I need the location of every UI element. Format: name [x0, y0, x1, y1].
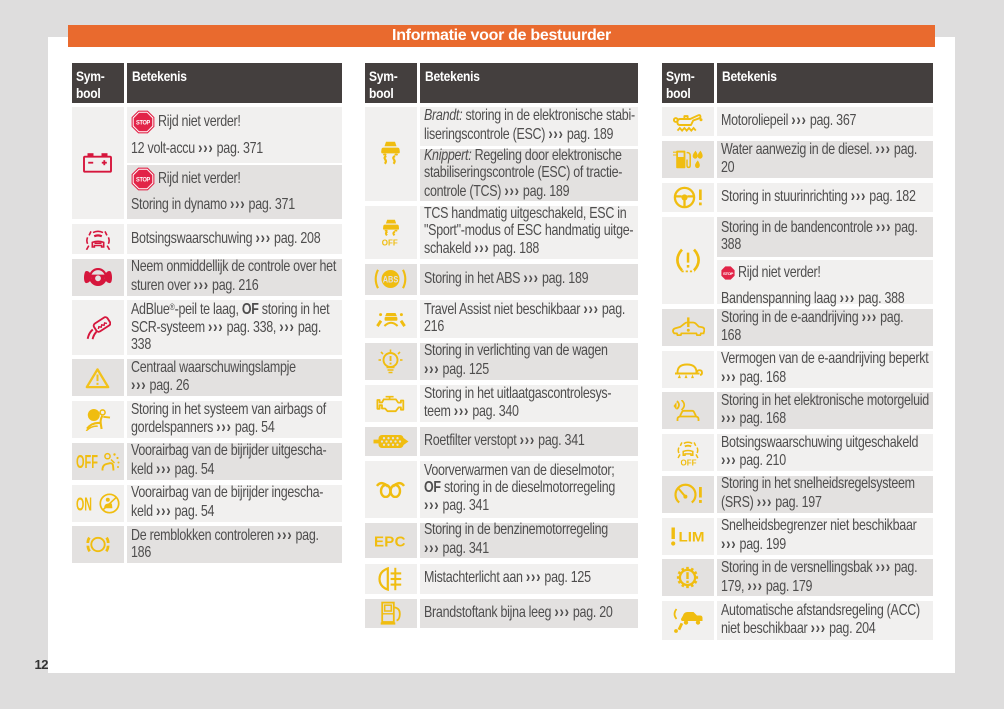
- svg-text:ON: ON: [76, 493, 92, 514]
- svg-text:OFF: OFF: [76, 451, 98, 471]
- svg-text:STOP: STOP: [723, 272, 734, 276]
- svg-text:LIM: LIM: [678, 528, 704, 544]
- svg-text:EPC: EPC: [374, 533, 406, 548]
- svg-text:ABS: ABS: [383, 275, 399, 286]
- svg-text:OFF: OFF: [382, 238, 398, 246]
- svg-text:STOP: STOP: [136, 119, 151, 126]
- svg-text:OFF: OFF: [680, 458, 696, 466]
- svg-text:STOP: STOP: [136, 176, 151, 183]
